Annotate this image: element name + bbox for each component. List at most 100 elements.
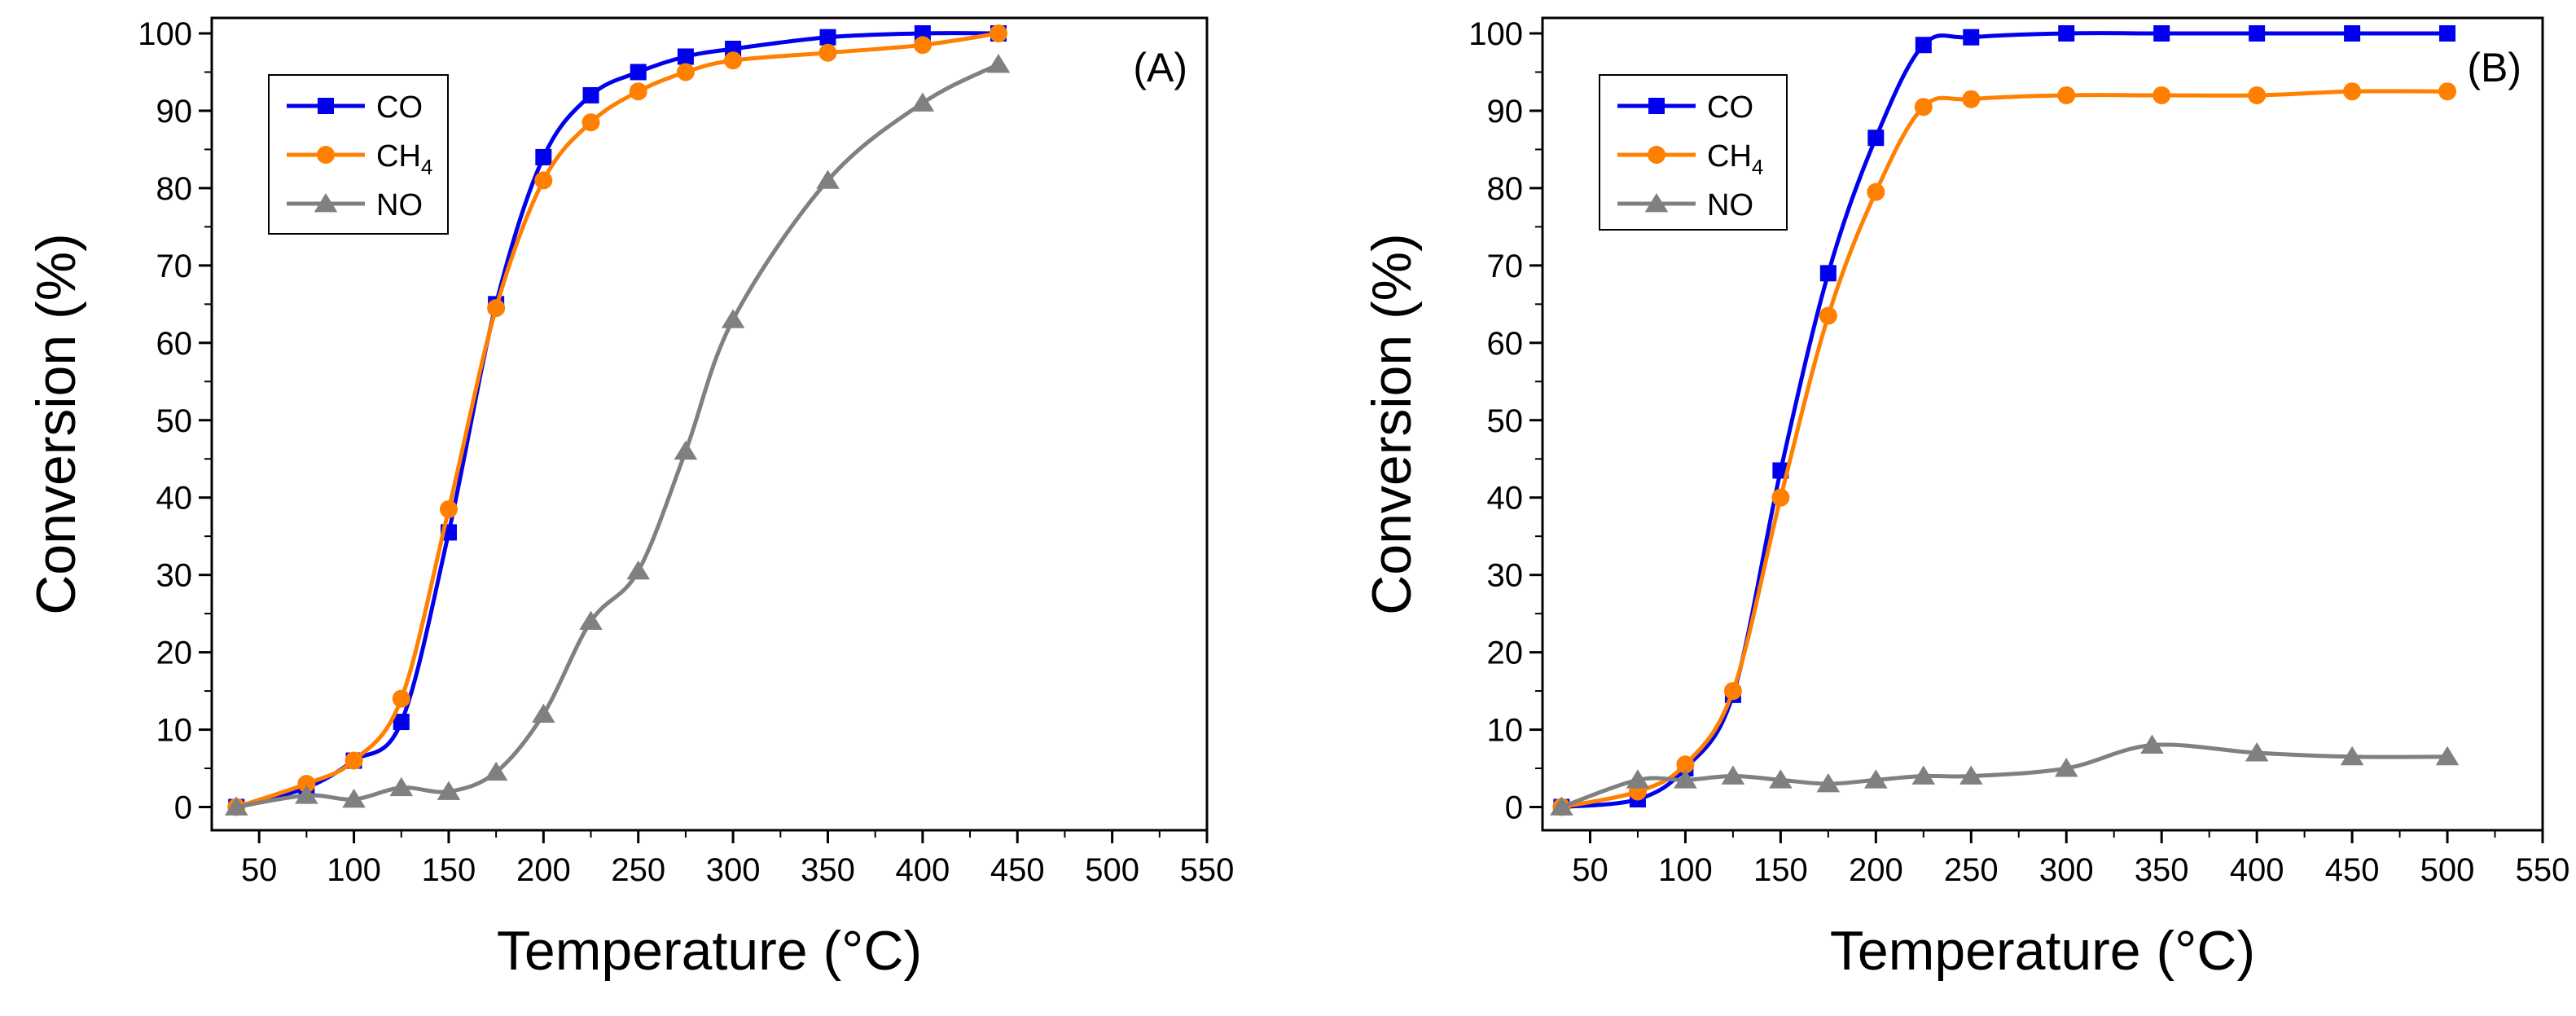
series-no xyxy=(1550,734,2460,816)
data-point-no xyxy=(1816,773,1841,793)
data-point-ch4 xyxy=(724,51,743,70)
data-point-no xyxy=(1550,796,1573,816)
data-point-ch4 xyxy=(581,113,600,132)
x-tick-label: 350 xyxy=(801,852,855,888)
x-tick-label: 150 xyxy=(422,852,476,888)
data-point-co xyxy=(535,148,552,165)
plot-frame xyxy=(210,16,1209,832)
data-point-no xyxy=(1721,765,1745,785)
data-point-ch4 xyxy=(1819,306,1837,325)
data-point-no xyxy=(1864,769,1888,789)
data-point-ch4 xyxy=(818,43,837,62)
data-point-ch4 xyxy=(1771,488,1790,507)
panel-b: 50 100 150 200 250 300 350 400 450 500 550 0 10 20 30 4… xyxy=(1361,16,2569,982)
data-point-no xyxy=(2054,758,2078,777)
data-point-co xyxy=(630,64,647,81)
legend-label-no: NO xyxy=(376,188,423,222)
y-axis-title: Conversion (%) xyxy=(1361,233,1423,615)
y-tick-label: 20 xyxy=(1487,636,1524,671)
y-tick-label: 90 xyxy=(1487,94,1524,130)
panel-label: (B) xyxy=(2467,45,2521,90)
data-point-ch4 xyxy=(1723,682,1742,701)
y-tick-label: 40 xyxy=(1487,481,1524,517)
y-tick-label: 30 xyxy=(1487,558,1524,594)
data-point-co xyxy=(1867,130,1885,147)
legend-label-co: CO xyxy=(1707,90,1753,125)
data-point-no xyxy=(721,309,745,328)
data-point-no xyxy=(2340,746,2364,766)
data-point-ch4 xyxy=(487,299,506,318)
x-tick-label: 50 xyxy=(1572,852,1608,888)
x-tick-label: 550 xyxy=(1180,852,1235,888)
y-tick-label: 50 xyxy=(156,403,193,439)
data-point-no xyxy=(1911,765,1936,785)
data-point-no xyxy=(532,703,555,723)
data-point-ch4 xyxy=(1676,755,1695,774)
data-point-no xyxy=(389,776,414,797)
x-tick-label: 300 xyxy=(706,852,761,888)
y-tick-label: 60 xyxy=(1487,326,1524,362)
y-tick-label: 50 xyxy=(1487,403,1524,439)
data-point-no xyxy=(437,781,461,800)
data-point-co xyxy=(677,48,694,65)
legend: CO CH4 NO xyxy=(1599,74,1788,231)
legend: CO CH4 NO xyxy=(268,74,449,235)
data-point-no xyxy=(579,610,603,631)
x-tick-label: 500 xyxy=(2420,852,2475,888)
data-point-ch4 xyxy=(392,689,410,708)
legend-marker-no xyxy=(1644,193,1669,213)
series-no xyxy=(224,53,1011,816)
x-tick-label: 150 xyxy=(1753,852,1808,888)
data-point-ch4 xyxy=(676,63,695,81)
data-point-no xyxy=(1769,769,1793,789)
data-point-co xyxy=(1963,29,1980,46)
data-point-co xyxy=(393,714,410,731)
x-tick-label: 250 xyxy=(1944,852,1999,888)
panel-label: (A) xyxy=(1133,45,1187,90)
series-line-co xyxy=(235,31,999,809)
data-point-ch4 xyxy=(913,36,932,55)
data-point-co xyxy=(1915,37,1932,54)
data-point-co xyxy=(2439,24,2456,42)
data-point-ch4 xyxy=(1867,183,1885,201)
data-point-co xyxy=(2058,24,2075,42)
legend-marker-ch4 xyxy=(317,146,335,164)
x-tick-label: 200 xyxy=(516,852,571,888)
x-tick-label: 550 xyxy=(2516,852,2570,888)
data-point-no xyxy=(626,560,651,580)
data-point-co xyxy=(819,29,836,46)
data-point-co xyxy=(2249,24,2266,42)
x-tick-label: 400 xyxy=(2230,852,2284,888)
data-point-ch4 xyxy=(1962,90,1981,108)
data-point-no xyxy=(2140,734,2164,754)
data-point-ch4 xyxy=(439,499,458,518)
x-tick-label: 300 xyxy=(2039,852,2094,888)
legend-label-no: NO xyxy=(1707,188,1753,222)
y-tick-label: 0 xyxy=(1505,790,1523,826)
data-point-co xyxy=(1819,265,1837,282)
y-tick-label: 20 xyxy=(156,636,193,671)
y-tick-label: 60 xyxy=(156,326,193,362)
data-point-ch4 xyxy=(344,751,363,770)
data-point-ch4 xyxy=(2057,86,2076,104)
x-tick-label: 50 xyxy=(241,852,278,888)
data-point-no xyxy=(986,53,1011,73)
y-tick-label: 10 xyxy=(156,713,193,749)
data-point-no xyxy=(1674,769,1697,789)
data-point-ch4 xyxy=(2248,86,2267,104)
legend-marker-ch4 xyxy=(1648,146,1665,164)
data-point-ch4 xyxy=(2438,82,2457,101)
y-tick-label: 40 xyxy=(156,481,193,517)
data-point-co xyxy=(582,86,599,103)
data-point-no xyxy=(342,789,366,808)
x-tick-label: 400 xyxy=(895,852,950,888)
y-tick-label: 90 xyxy=(156,94,193,130)
legend-marker-co xyxy=(1648,98,1665,114)
series-line-ch4 xyxy=(235,31,999,809)
plot-frame xyxy=(1541,16,2544,832)
x-tick-label: 450 xyxy=(2325,852,2380,888)
x-tick-label: 100 xyxy=(1658,852,1713,888)
data-point-ch4 xyxy=(989,24,1007,42)
y-tick-label: 10 xyxy=(1487,713,1524,749)
